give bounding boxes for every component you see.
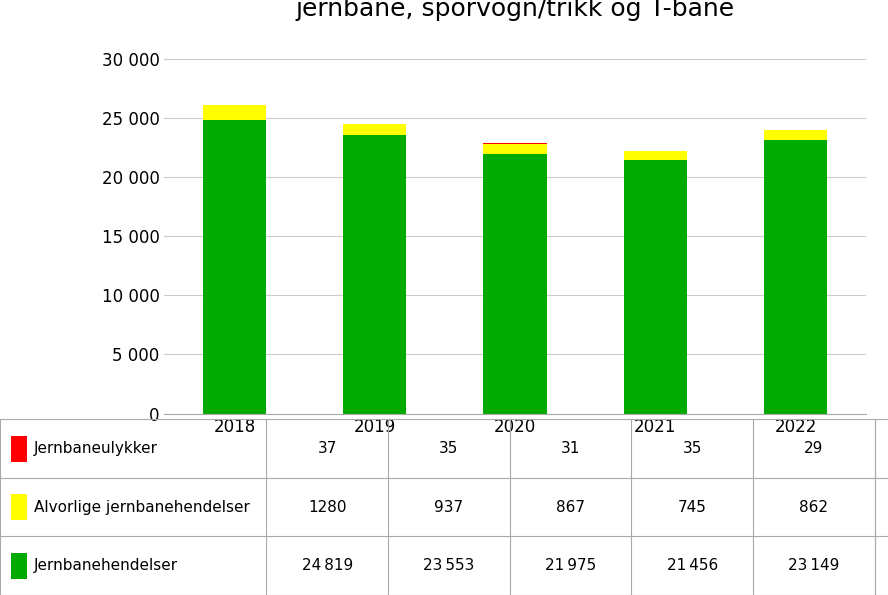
Bar (483, 144, 547, 154)
Bar (764, 140, 828, 414)
Bar (764, 130, 828, 140)
Bar (483, 154, 547, 414)
Bar (202, 105, 266, 120)
Bar (343, 124, 407, 136)
Text: 862: 862 (799, 500, 829, 515)
Text: 745: 745 (678, 500, 707, 515)
Bar (623, 151, 687, 160)
Text: 24 819: 24 819 (302, 558, 353, 573)
Text: Alvorlige jernbanehendelser: Alvorlige jernbanehendelser (34, 500, 250, 515)
Title: Antall hendelser fordelt på alvorlighetsgrad
jernbane, sporvogn/trikk og T-bane: Antall hendelser fordelt på alvorlighets… (242, 0, 788, 21)
Text: Jernbanehendelser: Jernbanehendelser (34, 558, 178, 573)
Bar (11, 436, 27, 462)
Text: 29: 29 (805, 441, 823, 456)
Bar (11, 553, 27, 579)
Text: 35: 35 (683, 441, 702, 456)
Text: 23 149: 23 149 (789, 558, 839, 573)
Text: 35: 35 (440, 441, 458, 456)
Text: Jernbaneulykker: Jernbaneulykker (34, 441, 158, 456)
Text: 21 975: 21 975 (545, 558, 596, 573)
Text: 867: 867 (556, 500, 585, 515)
Bar (343, 136, 407, 414)
Text: 31: 31 (561, 441, 580, 456)
Text: 1280: 1280 (308, 500, 346, 515)
Bar (623, 160, 687, 414)
Text: 37: 37 (318, 441, 337, 456)
Text: 937: 937 (434, 500, 464, 515)
Text: 23 553: 23 553 (424, 558, 474, 573)
Bar (202, 120, 266, 414)
Text: 21 456: 21 456 (667, 558, 718, 573)
Bar (11, 494, 27, 521)
